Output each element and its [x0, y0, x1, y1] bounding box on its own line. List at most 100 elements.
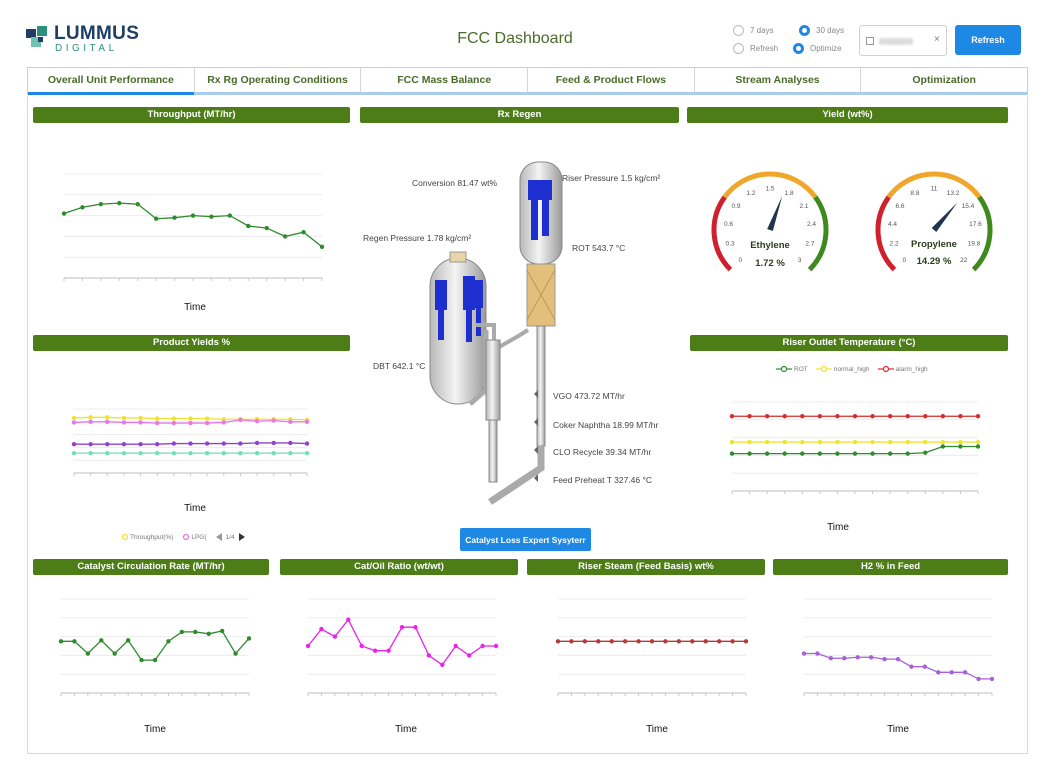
data-point[interactable] — [152, 657, 158, 663]
data-point[interactable] — [940, 439, 946, 445]
legend-item-lpg[interactable]: LPG( — [181, 533, 207, 541]
data-point[interactable] — [870, 451, 875, 456]
data-point[interactable] — [852, 451, 858, 456]
tab-stream-analyses[interactable]: Stream Analyses — [695, 68, 862, 92]
data-point[interactable] — [88, 415, 93, 420]
data-point[interactable] — [155, 450, 160, 456]
data-point[interactable] — [399, 625, 405, 630]
data-point[interactable] — [922, 664, 928, 669]
data-point[interactable] — [663, 639, 668, 644]
data-point[interactable] — [729, 451, 735, 456]
data-point[interactable] — [690, 639, 695, 644]
data-point[interactable] — [852, 414, 858, 419]
legend-item-normal-high[interactable]: normal_high — [815, 365, 870, 373]
pager-prev-icon[interactable] — [215, 533, 223, 541]
data-point[interactable] — [188, 420, 193, 426]
data-point[interactable] — [440, 662, 445, 667]
data-point[interactable] — [117, 200, 122, 206]
data-point[interactable] — [649, 639, 655, 644]
data-point[interactable] — [782, 439, 787, 445]
data-point[interactable] — [976, 676, 981, 682]
legend-item-throughput[interactable]: Throughput(%) — [120, 533, 173, 541]
data-point[interactable] — [305, 643, 311, 649]
tab-rx-rg-operating-conditions[interactable]: Rx Rg Operating Conditions — [195, 68, 362, 92]
data-point[interactable] — [622, 639, 628, 644]
data-point[interactable] — [555, 639, 561, 644]
data-point[interactable] — [72, 639, 77, 644]
data-point[interactable] — [219, 628, 225, 634]
data-point[interactable] — [764, 414, 770, 419]
data-point[interactable] — [238, 417, 243, 423]
data-point[interactable] — [204, 450, 210, 456]
data-point[interactable] — [453, 643, 458, 649]
data-point[interactable] — [188, 416, 193, 421]
data-point[interactable] — [121, 420, 127, 425]
radio-30-days[interactable]: 30 days — [799, 25, 844, 36]
data-point[interactable] — [206, 631, 211, 636]
data-point[interactable] — [171, 450, 177, 456]
data-point[interactable] — [887, 451, 893, 456]
data-point[interactable] — [264, 225, 269, 231]
data-point[interactable] — [800, 451, 805, 456]
data-point[interactable] — [282, 234, 288, 239]
data-point[interactable] — [288, 440, 293, 446]
data-point[interactable] — [870, 439, 875, 445]
data-point[interactable] — [466, 653, 472, 658]
data-point[interactable] — [835, 439, 840, 445]
data-point[interactable] — [138, 450, 143, 456]
data-point[interactable] — [138, 415, 143, 421]
tab-fcc-mass-balance[interactable]: FCC Mass Balance — [361, 68, 529, 92]
data-point[interactable] — [828, 656, 834, 661]
data-point[interactable] — [909, 664, 914, 669]
data-point[interactable] — [254, 440, 260, 446]
data-point[interactable] — [835, 451, 840, 456]
data-point[interactable] — [71, 415, 77, 421]
data-point[interactable] — [703, 639, 708, 644]
data-point[interactable] — [636, 639, 641, 644]
data-point[interactable] — [88, 442, 93, 447]
data-point[interactable] — [426, 653, 432, 658]
data-point[interactable] — [221, 450, 226, 456]
data-point[interactable] — [204, 420, 210, 426]
data-point[interactable] — [135, 201, 140, 207]
data-point[interactable] — [905, 414, 910, 419]
data-point[interactable] — [139, 657, 144, 663]
legend-item-alarm-high[interactable]: alarm_high — [877, 365, 928, 373]
data-point[interactable] — [747, 439, 752, 445]
data-point[interactable] — [989, 676, 995, 682]
data-point[interactable] — [962, 670, 968, 675]
data-point[interactable] — [105, 450, 110, 456]
data-point[interactable] — [193, 629, 198, 635]
data-point[interactable] — [835, 414, 840, 419]
data-point[interactable] — [155, 420, 160, 426]
tab-feed-product-flows[interactable]: Feed & Product Flows — [528, 68, 695, 92]
data-point[interactable] — [958, 414, 963, 419]
data-point[interactable] — [676, 639, 682, 644]
tab-optimization[interactable]: Optimization — [912, 74, 976, 86]
data-point[interactable] — [88, 450, 93, 456]
data-point[interactable] — [238, 441, 243, 446]
data-point[interactable] — [71, 450, 77, 456]
data-point[interactable] — [254, 450, 260, 456]
data-point[interactable] — [975, 444, 981, 449]
data-point[interactable] — [304, 450, 310, 456]
data-point[interactable] — [940, 444, 946, 449]
data-point[interactable] — [209, 214, 214, 219]
data-point[interactable] — [125, 638, 131, 643]
data-point[interactable] — [386, 648, 391, 653]
data-point[interactable] — [743, 639, 749, 644]
data-point[interactable] — [852, 439, 858, 445]
catalyst-loss-expert-system-button[interactable]: Catalyst Loss Expert Sysyterr — [460, 528, 591, 551]
data-point[interactable] — [112, 651, 117, 656]
data-point[interactable] — [747, 451, 752, 456]
data-point[interactable] — [905, 451, 910, 456]
data-point[interactable] — [121, 415, 127, 421]
radio-7-days[interactable]: 7 days — [733, 25, 774, 36]
data-point[interactable] — [105, 442, 110, 447]
data-point[interactable] — [764, 439, 770, 445]
data-point[interactable] — [782, 451, 787, 456]
data-point[interactable] — [923, 414, 928, 419]
data-point[interactable] — [730, 639, 735, 644]
data-point[interactable] — [61, 211, 67, 216]
data-point[interactable] — [221, 420, 226, 425]
